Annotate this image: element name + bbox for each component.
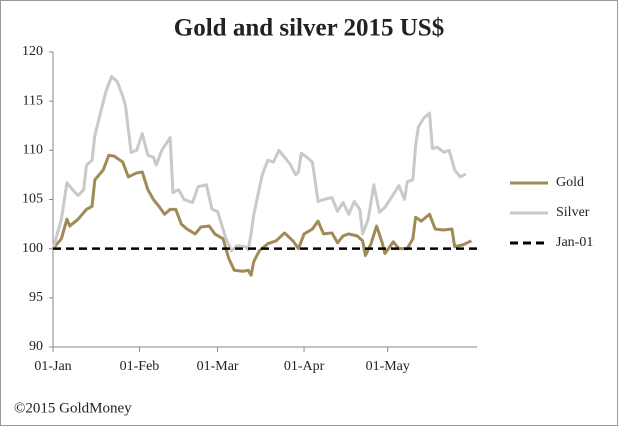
y-tick-label: 95 bbox=[29, 290, 43, 305]
series-line bbox=[51, 153, 473, 277]
legend-label: Silver bbox=[556, 205, 590, 220]
x-tick-label: 01-Jan bbox=[34, 359, 71, 374]
x-tick-label: 01-Apr bbox=[284, 359, 325, 374]
y-tick-label: 110 bbox=[23, 143, 43, 158]
credit: ©2015 GoldMoney bbox=[14, 400, 132, 416]
x-tick-label: 01-Feb bbox=[120, 359, 160, 374]
y-tick-label: 90 bbox=[29, 339, 43, 354]
x-tick-label: 01-Mar bbox=[197, 359, 239, 374]
chart-title: Gold and silver 2015 US$ bbox=[174, 15, 444, 42]
series-line bbox=[51, 75, 467, 253]
legend-label: Jan-01 bbox=[556, 235, 593, 250]
y-tick-label: 100 bbox=[22, 241, 43, 256]
legend-label: Gold bbox=[556, 175, 584, 190]
y-tick-label: 120 bbox=[22, 44, 43, 59]
x-tick-label: 01-May bbox=[366, 359, 410, 374]
y-tick-label: 115 bbox=[23, 93, 43, 108]
y-tick-label: 105 bbox=[22, 192, 43, 207]
